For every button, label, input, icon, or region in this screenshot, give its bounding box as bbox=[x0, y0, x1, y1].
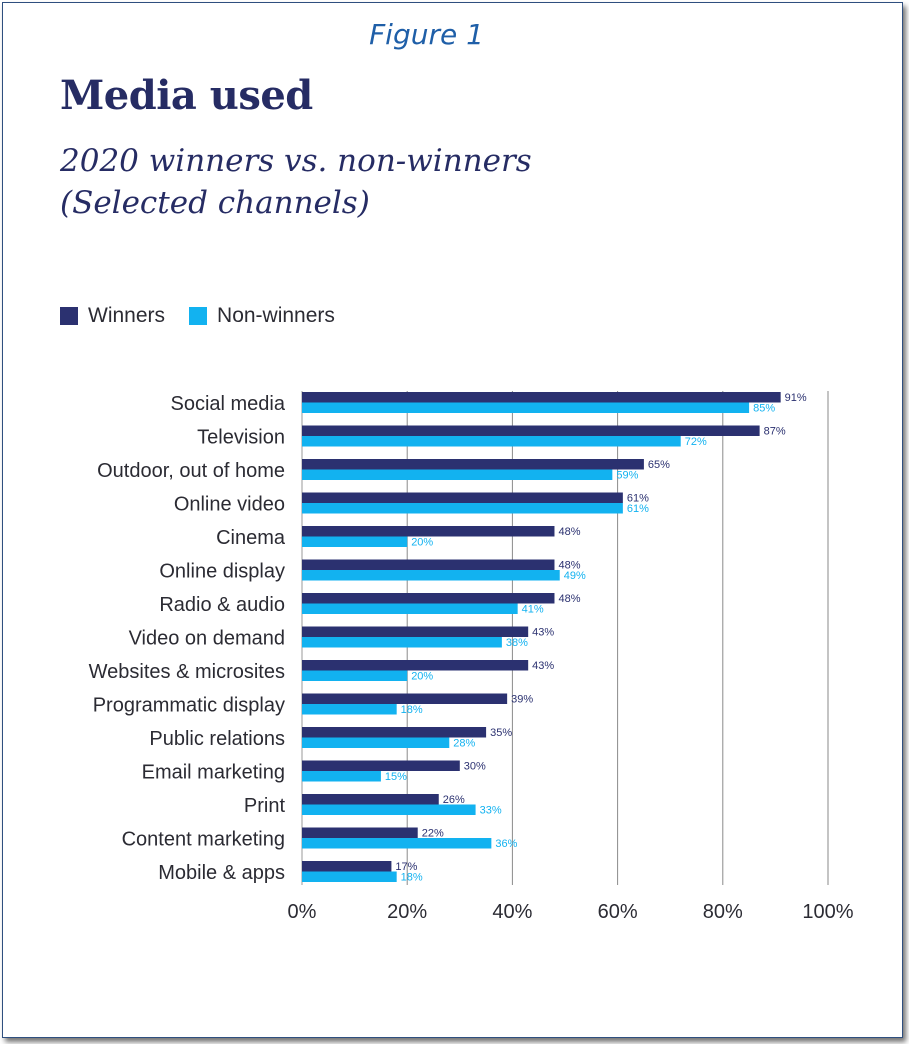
bar-non-winners bbox=[302, 402, 750, 413]
bar-winners bbox=[302, 459, 644, 470]
legend-swatch-non-winners bbox=[189, 307, 208, 325]
category-label: Content marketing bbox=[122, 829, 285, 851]
chart-legend: Winners Non-winners bbox=[60, 304, 359, 328]
bar-winners bbox=[302, 760, 460, 771]
category-label: Cinema bbox=[216, 527, 286, 549]
bar-non-winners bbox=[302, 704, 397, 715]
value-label-winners: 35% bbox=[490, 727, 512, 739]
bar-winners bbox=[302, 526, 555, 537]
value-label-winners: 17% bbox=[395, 861, 417, 873]
legend-label-winners: Winners bbox=[88, 304, 166, 327]
value-label-non-winners: 28% bbox=[453, 738, 475, 750]
chart-subtitle-line-1: 2020 winners vs. non-winners bbox=[60, 143, 532, 179]
bar-non-winners bbox=[302, 670, 408, 681]
x-tick-label: 60% bbox=[598, 901, 638, 923]
bar-non-winners bbox=[302, 871, 397, 882]
value-label-winners: 48% bbox=[558, 526, 580, 538]
bar-non-winners bbox=[302, 469, 613, 480]
category-label: Outdoor, out of home bbox=[97, 460, 285, 482]
bar-winners bbox=[302, 593, 555, 604]
value-label-non-winners: 38% bbox=[506, 637, 528, 649]
x-tick-label: 0% bbox=[288, 901, 317, 923]
value-label-non-winners: 61% bbox=[627, 503, 649, 515]
category-label: Mobile & apps bbox=[158, 862, 285, 884]
value-label-winners: 61% bbox=[627, 493, 649, 505]
value-label-non-winners: 20% bbox=[411, 537, 433, 549]
value-label-winners: 48% bbox=[558, 560, 580, 572]
bar-winners bbox=[302, 861, 392, 872]
value-label-non-winners: 41% bbox=[522, 604, 544, 616]
value-label-winners: 48% bbox=[558, 593, 580, 605]
value-label-winners: 43% bbox=[532, 627, 554, 639]
bar-winners bbox=[302, 626, 529, 637]
bar-winners bbox=[302, 660, 529, 671]
bar-winners bbox=[302, 425, 760, 436]
value-label-non-winners: 18% bbox=[401, 872, 423, 884]
legend-label-non-winners: Non-winners bbox=[217, 304, 335, 327]
x-tick-label: 100% bbox=[802, 901, 853, 923]
category-label: Public relations bbox=[149, 728, 285, 750]
value-label-winners: 65% bbox=[648, 459, 670, 471]
bar-non-winners bbox=[302, 637, 502, 648]
legend-item-winners: Winners bbox=[60, 304, 165, 328]
category-label: Video on demand bbox=[129, 628, 285, 650]
x-tick-label: 40% bbox=[492, 901, 532, 923]
value-label-non-winners: 20% bbox=[411, 671, 433, 683]
bar-non-winners bbox=[302, 436, 681, 447]
value-label-non-winners: 36% bbox=[495, 838, 517, 850]
value-label-winners: 22% bbox=[422, 828, 444, 840]
value-label-winners: 91% bbox=[785, 392, 807, 404]
value-label-winners: 30% bbox=[464, 761, 486, 773]
value-label-non-winners: 59% bbox=[616, 470, 638, 482]
bar-winners bbox=[302, 392, 781, 403]
category-label: Online video bbox=[174, 494, 285, 516]
value-label-non-winners: 15% bbox=[385, 771, 407, 783]
category-label: Radio & audio bbox=[159, 594, 285, 616]
bar-non-winners bbox=[302, 737, 450, 748]
bar-non-winners bbox=[302, 603, 518, 614]
legend-swatch-winners bbox=[60, 307, 78, 325]
value-label-winners: 26% bbox=[443, 794, 465, 806]
category-label: Online display bbox=[159, 561, 285, 583]
category-label: Television bbox=[197, 427, 285, 449]
chart-title: Media used bbox=[60, 72, 313, 119]
value-label-winners: 43% bbox=[532, 660, 554, 672]
bar-winners bbox=[302, 794, 439, 805]
bar-non-winners bbox=[302, 570, 560, 581]
bar-winners bbox=[302, 559, 555, 570]
value-label-winners: 87% bbox=[764, 426, 786, 438]
value-label-non-winners: 33% bbox=[480, 805, 502, 817]
chart-subtitle-line-2: (Selected channels) bbox=[60, 185, 370, 221]
value-label-non-winners: 18% bbox=[401, 704, 423, 716]
bar-non-winners bbox=[302, 503, 623, 514]
bar-non-winners bbox=[302, 838, 492, 849]
bar-winners bbox=[302, 727, 487, 738]
value-label-winners: 39% bbox=[511, 694, 533, 706]
category-label: Social media bbox=[170, 393, 285, 415]
legend-item-non-winners: Non-winners bbox=[189, 304, 335, 328]
chart-subtitle: 2020 winners vs. non-winners (Selected c… bbox=[60, 140, 532, 224]
bar-non-winners bbox=[302, 804, 476, 815]
category-label: Programmatic display bbox=[93, 695, 285, 717]
value-label-non-winners: 85% bbox=[753, 403, 775, 415]
figure-caption: Figure 1 bbox=[369, 18, 484, 51]
bar-non-winners bbox=[302, 771, 381, 782]
bar-winners bbox=[302, 492, 623, 503]
category-label: Email marketing bbox=[142, 762, 285, 784]
category-label: Print bbox=[244, 795, 286, 817]
bar-non-winners bbox=[302, 536, 408, 547]
bar-winners bbox=[302, 693, 508, 704]
value-label-non-winners: 49% bbox=[564, 570, 586, 582]
bar-winners bbox=[302, 827, 418, 838]
x-tick-label: 80% bbox=[703, 901, 743, 923]
x-tick-label: 20% bbox=[387, 901, 427, 923]
category-label: Websites & microsites bbox=[89, 661, 285, 683]
value-label-non-winners: 72% bbox=[685, 436, 707, 448]
